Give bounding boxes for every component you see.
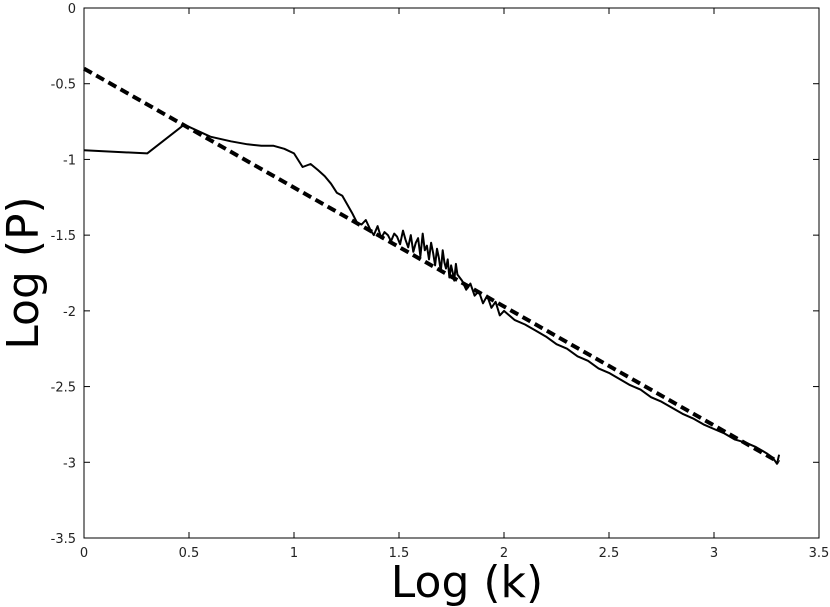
y-tick-label: 0 xyxy=(68,2,76,17)
y-tick-label: -2 xyxy=(63,305,76,320)
y-tick-label: -0.5 xyxy=(51,78,76,93)
x-axis-title: Log (k) xyxy=(391,557,543,607)
y-tick-label: -1.5 xyxy=(51,229,76,244)
x-tick-label: 2 xyxy=(500,546,508,561)
x-tick-label: 3.5 xyxy=(809,546,830,561)
y-tick-label: -1 xyxy=(63,153,76,168)
series-layer xyxy=(83,66,781,465)
y-tick-label: -3.5 xyxy=(51,532,76,547)
y-tick-label: -2.5 xyxy=(51,381,76,396)
x-tick-label: 0.5 xyxy=(179,546,200,561)
plot-frame xyxy=(83,7,820,539)
y-axis-title: Log (P) xyxy=(0,196,49,349)
x-tick-label: 3 xyxy=(710,546,718,561)
x-tick-label: 1.5 xyxy=(389,546,410,561)
y-tick-label: -3 xyxy=(63,456,76,471)
x-tick-label: 1 xyxy=(290,546,298,561)
x-tick-label: 2.5 xyxy=(599,546,620,561)
fit-line-dashed xyxy=(83,66,781,465)
data-series-line xyxy=(83,123,781,465)
x-tick-label: 0 xyxy=(80,546,88,561)
x-axis-ticks: 0 0.5 1 1.5 2 2.5 3 3.5 xyxy=(80,8,829,561)
y-axis-ticks: 0 -0.5 -1 -1.5 -2 -2.5 -3 -3.5 xyxy=(51,2,819,547)
